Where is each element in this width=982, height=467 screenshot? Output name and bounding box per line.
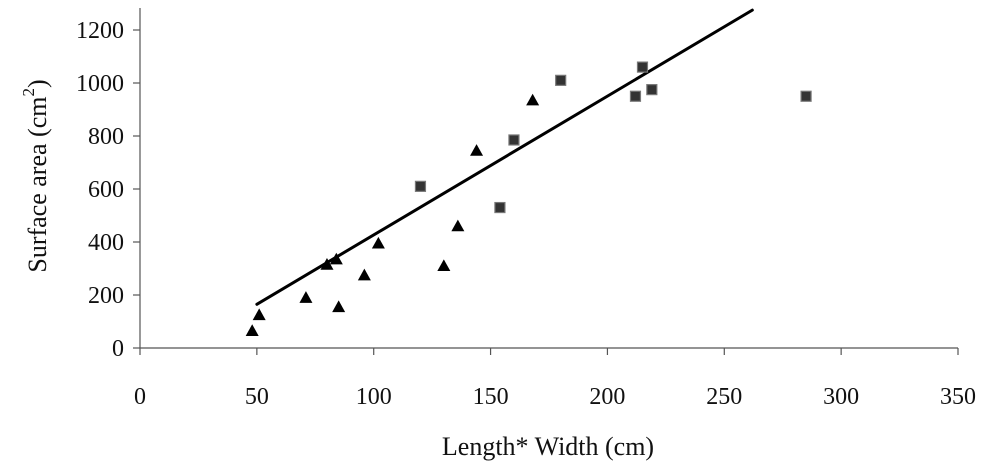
square-data-point: [629, 90, 642, 102]
axes: [139, 8, 958, 349]
trendline-group: [255, 8, 754, 306]
x-tick-label: 150: [473, 384, 509, 410]
triangle-data-point: [329, 252, 343, 265]
y-tick-label: 1200: [76, 18, 124, 44]
y-tick-label: 1000: [76, 71, 124, 97]
square-data-point: [508, 134, 520, 146]
triangle-data-point: [332, 300, 346, 313]
triangle-data-point: [451, 219, 465, 232]
x-tick-label: 300: [823, 384, 859, 410]
triangle-data-point: [357, 268, 371, 281]
x-tick-label: 0: [134, 384, 146, 410]
square-data-point: [800, 90, 812, 102]
triangle-data-point: [526, 93, 540, 106]
y-axis-title: Surface area (cm2): [19, 79, 52, 272]
triangle-data-point: [320, 258, 334, 270]
y-tick-label: 800: [88, 124, 124, 150]
triangle-data-point: [252, 308, 266, 321]
x-ticks: 0 50 100 150 200 250 300 350: [134, 348, 976, 410]
square-data-point: [414, 180, 427, 192]
triangle-data-point: [437, 259, 451, 272]
x-axis-title: Length* Width (cm): [442, 432, 654, 461]
x-tick-label: 100: [356, 384, 392, 410]
triangle-data-point: [245, 324, 259, 336]
triangle-data-point: [299, 291, 313, 303]
y-tick-label: 0: [112, 336, 124, 362]
y-tick-label: 200: [88, 283, 124, 309]
trendline: [255, 8, 754, 306]
x-tick-label: 200: [589, 384, 625, 410]
y-axis-title-main: Surface area (cm: [23, 97, 52, 273]
square-data-point: [555, 74, 567, 86]
square-data-point: [636, 61, 649, 73]
triangle-data-point: [371, 236, 385, 249]
x-tick-label: 250: [706, 384, 742, 410]
x-tick-label: 350: [940, 384, 976, 410]
y-axis-title-superscript: 2: [19, 88, 38, 97]
square-data-point: [494, 201, 506, 214]
square-data-point: [646, 84, 658, 96]
y-tick-label: 400: [88, 230, 124, 256]
y-ticks: 0 200 400 600 800 1000 1200: [76, 18, 140, 362]
y-tick-label: 600: [88, 177, 124, 203]
x-tick-label: 50: [245, 384, 269, 410]
data-points: [245, 61, 812, 336]
triangle-data-point: [470, 144, 484, 156]
y-axis-title-close: ): [23, 79, 52, 88]
